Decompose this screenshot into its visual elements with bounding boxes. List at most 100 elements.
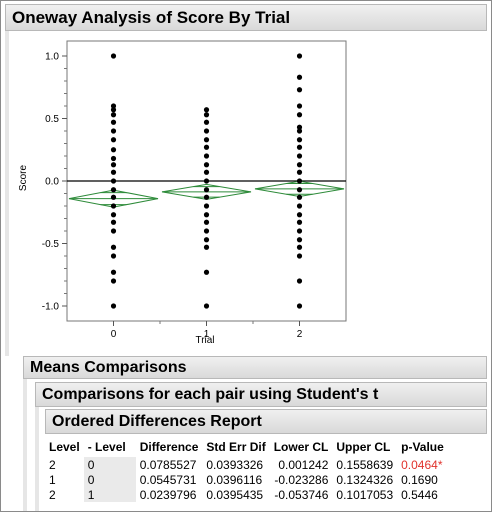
data-point <box>296 194 303 200</box>
data-point <box>296 53 303 59</box>
data-point <box>296 74 303 80</box>
data-point <box>203 153 210 159</box>
std-err-cell: 0.0395435 <box>206 487 264 502</box>
data-point <box>110 107 117 113</box>
data-point <box>296 228 303 234</box>
outline-header-ordered-diff[interactable]: Ordered Differences Report <box>45 409 487 434</box>
outline-rail <box>35 407 39 511</box>
col-header-minus-level[interactable]: - Level <box>87 439 126 454</box>
ordered-diff-table: Level - Level Difference Std Err Dif Low… <box>45 436 448 502</box>
minus-level-cell: 0 <box>83 457 136 472</box>
upper-cl-cell: 0.1017053 <box>336 487 394 502</box>
upper-cl-cell: 0.1324326 <box>336 472 394 487</box>
difference-cell: 0.0545731 <box>139 472 197 487</box>
col-header-upper-cl[interactable]: Upper CL <box>336 439 391 454</box>
data-point <box>110 178 117 184</box>
y-tick-label: 1.0 <box>45 52 59 63</box>
y-axis-title: Score <box>18 165 29 192</box>
data-point <box>296 278 303 284</box>
data-point <box>110 119 117 125</box>
std-err-cell: 0.0396116 <box>206 472 263 487</box>
table-row: 2 0 0.0785527 0.0393326 0.001242 0.15586… <box>45 457 448 472</box>
data-point <box>203 178 210 184</box>
y-tick-label: -1.0 <box>42 302 60 313</box>
table-row: 2 1 0.0239796 0.0395435 -0.053746 0.1017… <box>45 487 448 502</box>
data-point <box>110 269 117 275</box>
col-header-lower-cl[interactable]: Lower CL <box>273 439 329 454</box>
data-point <box>296 253 303 259</box>
data-point <box>110 203 117 209</box>
data-point <box>203 237 210 243</box>
data-point <box>110 244 117 250</box>
data-point <box>203 228 210 234</box>
difference-cell: 0.0239796 <box>139 487 197 502</box>
y-tick-label: 0.0 <box>45 177 59 188</box>
data-point <box>296 237 303 243</box>
outline-rail <box>23 379 27 511</box>
data-point <box>296 303 303 309</box>
data-point <box>203 203 210 209</box>
col-header-difference[interactable]: Difference <box>139 439 199 454</box>
outline-rail <box>5 31 9 356</box>
data-point <box>296 103 303 109</box>
data-point <box>110 169 117 175</box>
data-point <box>203 303 210 309</box>
col-header-p-value[interactable]: p-Value <box>401 439 444 454</box>
lower-cl-cell: -0.053746 <box>274 487 329 502</box>
y-tick-label: 0.5 <box>45 114 59 125</box>
data-point <box>203 194 210 200</box>
col-header-std-err-dif[interactable]: Std Err Dif <box>206 439 266 454</box>
lower-cl-cell: -0.023286 <box>274 472 329 487</box>
minus-level-cell: 0 <box>83 472 136 487</box>
data-point <box>203 137 210 143</box>
p-value-cell: 0.1690 <box>401 472 438 487</box>
data-point <box>110 53 117 59</box>
minus-level-cell: 1 <box>83 487 136 502</box>
pairwise-title: Comparisons for each pair using Student'… <box>42 385 379 403</box>
oneway-plot: 1.0 0.5 0.0 -0.5 -1.0 0 1 2 Score Trial <box>18 40 347 346</box>
means-comparisons-title: Means Comparisons <box>30 358 187 376</box>
report-title: Oneway Analysis of Score By Trial <box>12 7 291 27</box>
data-point <box>110 103 117 109</box>
outline-header-oneway[interactable]: Oneway Analysis of Score By Trial <box>5 4 487 31</box>
y-tick-label: -0.5 <box>42 239 60 250</box>
outline-header-means-comparisons[interactable]: Means Comparisons <box>23 356 487 379</box>
data-point <box>203 119 210 125</box>
p-value-cell: 0.5446 <box>401 487 438 502</box>
data-point <box>296 178 303 184</box>
data-point <box>110 278 117 284</box>
data-point <box>296 124 303 130</box>
data-point <box>110 194 117 200</box>
data-point <box>110 219 117 225</box>
data-point <box>110 212 117 218</box>
std-err-cell: 0.0393326 <box>206 457 264 472</box>
data-point <box>296 212 303 218</box>
x-tick-label: 2 <box>297 329 303 340</box>
p-value-cell: 0.0464* <box>401 457 443 472</box>
lower-cl-cell: 0.001242 <box>278 457 329 472</box>
x-tick-label: 1 <box>204 329 210 340</box>
data-point <box>110 303 117 309</box>
ordered-diff-table-wrap: Level - Level Difference Std Err Dif Low… <box>45 436 487 502</box>
x-tick-label: 0 <box>111 329 117 340</box>
data-point <box>110 253 117 259</box>
data-point <box>296 244 303 250</box>
data-point <box>296 128 303 134</box>
ordered-diff-title: Ordered Differences Report <box>52 412 262 430</box>
data-point <box>110 112 117 118</box>
upper-cl-cell: 0.1558639 <box>336 457 394 472</box>
data-point <box>296 112 303 118</box>
data-point <box>203 112 210 118</box>
data-point <box>110 128 117 134</box>
outline-header-pairwise[interactable]: Comparisons for each pair using Student'… <box>35 382 487 407</box>
data-point <box>203 144 210 150</box>
data-point <box>110 147 117 153</box>
data-point <box>203 244 210 250</box>
data-point <box>110 137 117 143</box>
data-point <box>296 87 303 93</box>
data-point <box>296 169 303 175</box>
data-point <box>296 203 303 209</box>
col-header-level[interactable]: Level <box>49 439 80 454</box>
data-point <box>203 128 210 134</box>
data-point <box>203 219 210 225</box>
